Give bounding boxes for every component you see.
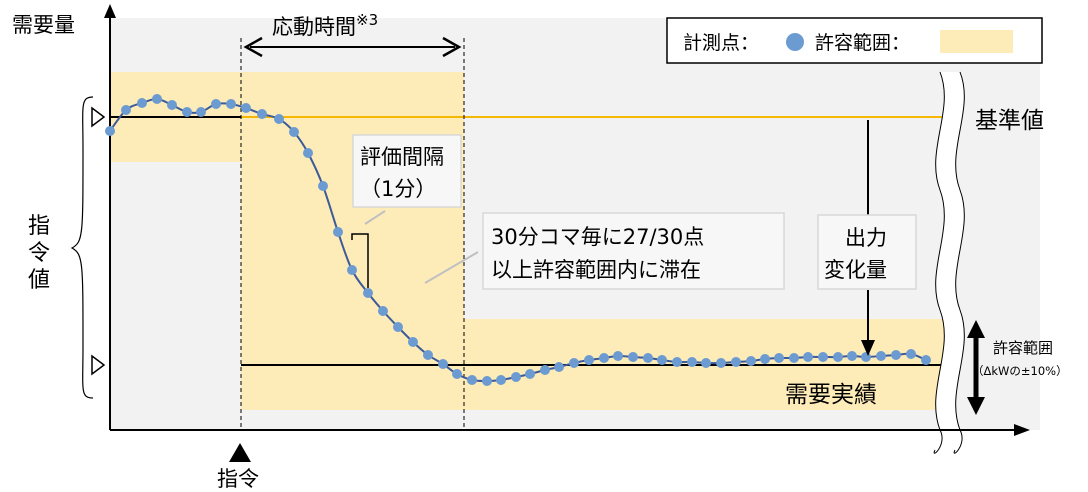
measurement-point: [731, 357, 741, 367]
axis-break-edge-left: [933, 71, 945, 454]
measurement-point: [347, 265, 357, 275]
measurement-point: [628, 352, 638, 362]
legend-point-marker: [786, 33, 804, 51]
y-axis-arrow: [104, 4, 116, 18]
eval-interval-bracket: [351, 233, 369, 288]
measurement-point: [289, 127, 299, 137]
measurement-point: [789, 353, 799, 363]
measurement-point: [121, 105, 131, 115]
tolerance-label-line1: 許容範囲: [993, 339, 1053, 357]
eval-interval-pointer: [364, 210, 386, 225]
measurement-point: [746, 356, 756, 366]
command-trigger-marker: [229, 443, 251, 462]
measurement-point: [891, 350, 901, 360]
legend-range-label: 許容範囲：: [815, 32, 910, 54]
legend-points-label: 計測点：: [683, 32, 759, 54]
measurement-point: [226, 99, 236, 109]
y-axis-label: 需要量: [12, 13, 75, 37]
measurement-point: [861, 352, 871, 362]
measurement-point: [818, 352, 828, 362]
condition-box: [482, 212, 785, 290]
axis-break-edge-right: [953, 71, 965, 454]
output-change-line1: 出力: [845, 226, 887, 250]
condition-pointer: [424, 251, 479, 284]
output-change-line2: 変化量: [824, 258, 887, 282]
output-change-arrow-head: [861, 340, 875, 356]
measurement-point: [496, 375, 506, 385]
measurement-point: [525, 369, 535, 379]
measurement-point: [847, 351, 857, 361]
command-value-char-3: 値: [28, 268, 50, 293]
measurement-point: [137, 98, 147, 108]
axis-break: [935, 72, 965, 430]
response-time-note: ※3: [356, 11, 378, 29]
measurement-point: [643, 353, 653, 363]
response-time-label: 応動時間※3: [272, 11, 378, 39]
measurement-point: [540, 365, 550, 375]
measurement-point: [257, 109, 267, 119]
measurement-point: [438, 359, 448, 369]
condition-line1: 30分コマ毎に27/30点: [491, 225, 704, 249]
measurement-point: [803, 352, 813, 362]
tolerance-label-line2: （ΔkWの±10%）: [972, 364, 1068, 378]
measurement-point: [833, 352, 843, 362]
response-time-arrow-left: [243, 36, 263, 58]
tolerance-arrow-up: [967, 320, 985, 338]
measurement-point: [584, 355, 594, 365]
measurement-point: [274, 114, 284, 124]
final-command-marker: [91, 354, 106, 376]
measurement-point: [318, 181, 328, 191]
eval-interval-line1: 評価間隔: [360, 145, 444, 169]
x-axis-arrow: [1014, 424, 1030, 436]
measurement-point: [760, 354, 770, 364]
measurement-point: [241, 103, 251, 113]
measurement-point: [921, 355, 931, 365]
measurement-point: [211, 99, 221, 109]
response-time-arrow-right: [442, 36, 462, 58]
measurement-point: [152, 94, 162, 104]
measurement-point: [554, 362, 564, 372]
legend-range-swatch: [940, 30, 1013, 53]
measurement-point: [774, 353, 784, 363]
initial-command-marker: [91, 106, 106, 128]
measurement-point: [467, 375, 477, 385]
measurement-point: [196, 107, 206, 117]
measurement-point: [423, 350, 433, 360]
baseline-label: 基準値: [975, 108, 1044, 134]
measurement-point: [378, 306, 388, 316]
measurement-point: [906, 349, 916, 359]
measurement-point: [687, 357, 697, 367]
measurement-point: [393, 322, 403, 332]
measurement-point: [613, 351, 623, 361]
tolerance-arrow-down: [967, 397, 985, 415]
measurement-point: [363, 288, 373, 298]
measurement-point: [105, 126, 115, 136]
command-value-brace: [70, 96, 94, 399]
measurement-point: [182, 107, 192, 117]
measurement-point: [303, 148, 313, 158]
measurement-point: [482, 376, 492, 386]
eval-interval-line2: （1分）: [360, 177, 436, 201]
eval-interval-box: [352, 134, 462, 208]
command-value-char-2: 令: [28, 241, 50, 266]
measurement-point: [333, 227, 343, 237]
measurement-point: [672, 357, 682, 367]
measurement-point: [716, 358, 726, 368]
measurement-point: [701, 358, 711, 368]
command-label: 指令: [217, 467, 259, 491]
measurement-point: [657, 355, 667, 365]
measurement-point: [511, 372, 521, 382]
measurement-points: [105, 94, 931, 386]
command-value-char-1: 指: [28, 214, 50, 239]
condition-line2: 以上許容範囲内に滞在: [491, 258, 701, 282]
output-change-box: [817, 214, 917, 290]
measurement-point: [408, 337, 418, 347]
measurement-point: [569, 358, 579, 368]
measurement-point: [452, 369, 462, 379]
measurement-point: [599, 353, 609, 363]
measurement-point: [167, 100, 177, 110]
actual-demand-label: 需要実績: [785, 382, 877, 408]
measurement-point: [876, 351, 886, 361]
